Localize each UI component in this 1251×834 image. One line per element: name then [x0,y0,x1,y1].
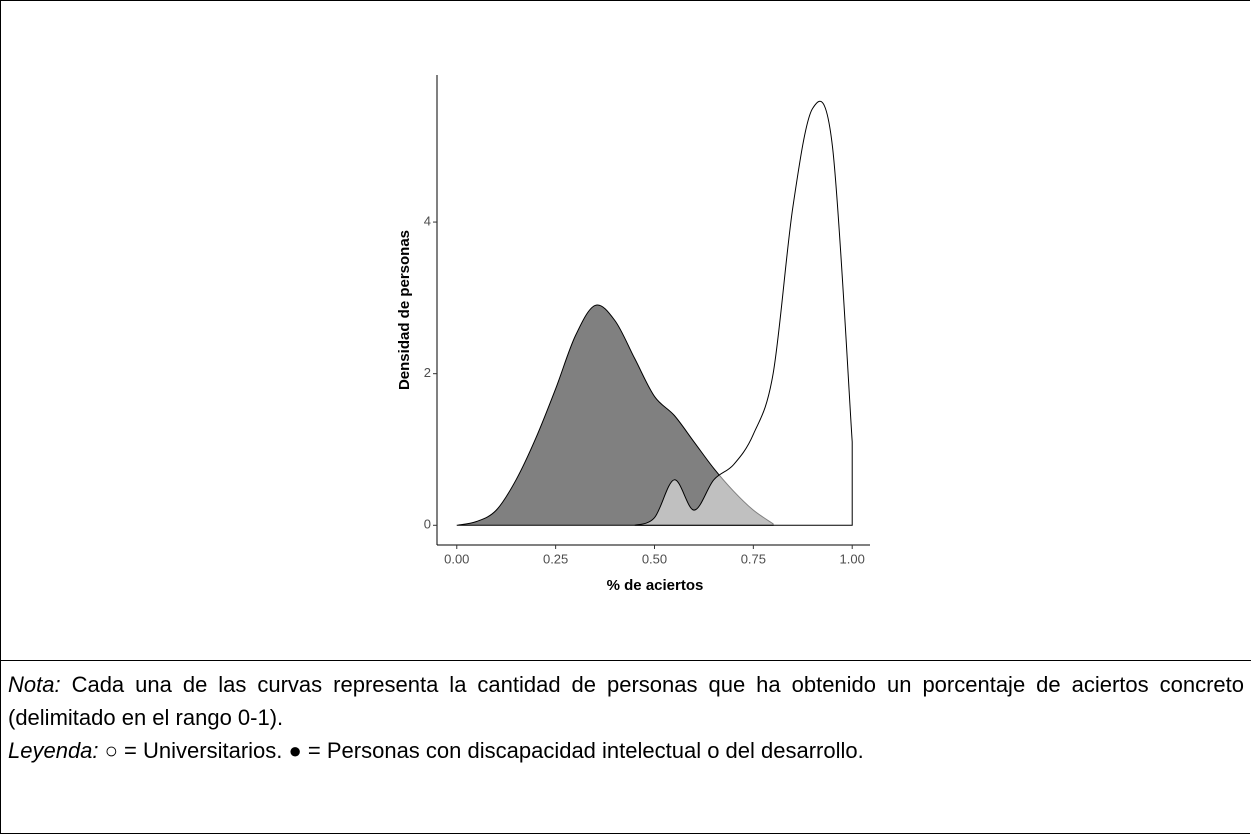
y-axis-label: Densidad de personas [396,230,413,390]
x-tick-label: 0.75 [741,551,766,566]
note-text: Cada una de las curvas representa la can… [8,672,1244,730]
legend-label: Leyenda: [8,738,99,763]
notes: Nota: Cada una de las curvas representa … [8,668,1244,767]
legend: Leyenda: ○ = Universitarios. ● = Persona… [8,734,1244,767]
x-tick-label: 0.00 [444,551,469,566]
x-tick-label: 0.25 [543,551,568,566]
x-axis-label: % de aciertos [607,577,704,594]
chart: % de aciertos Densidad de personas 0 2 4 0.… [396,75,870,594]
y-tick-label: 2 [424,365,431,380]
y-tick-label: 0 [424,517,431,532]
y-tick-label: 4 [424,214,431,229]
density-area [634,100,853,526]
note: Nota: Cada una de las curvas representa … [8,668,1244,734]
note-label: Nota: [8,672,61,697]
divider [0,660,1251,661]
x-tick-label: 1.00 [840,551,865,566]
x-tick-label: 0.50 [642,551,667,566]
legend-text: ○ = Universitarios. ● = Personas con dis… [104,738,864,763]
